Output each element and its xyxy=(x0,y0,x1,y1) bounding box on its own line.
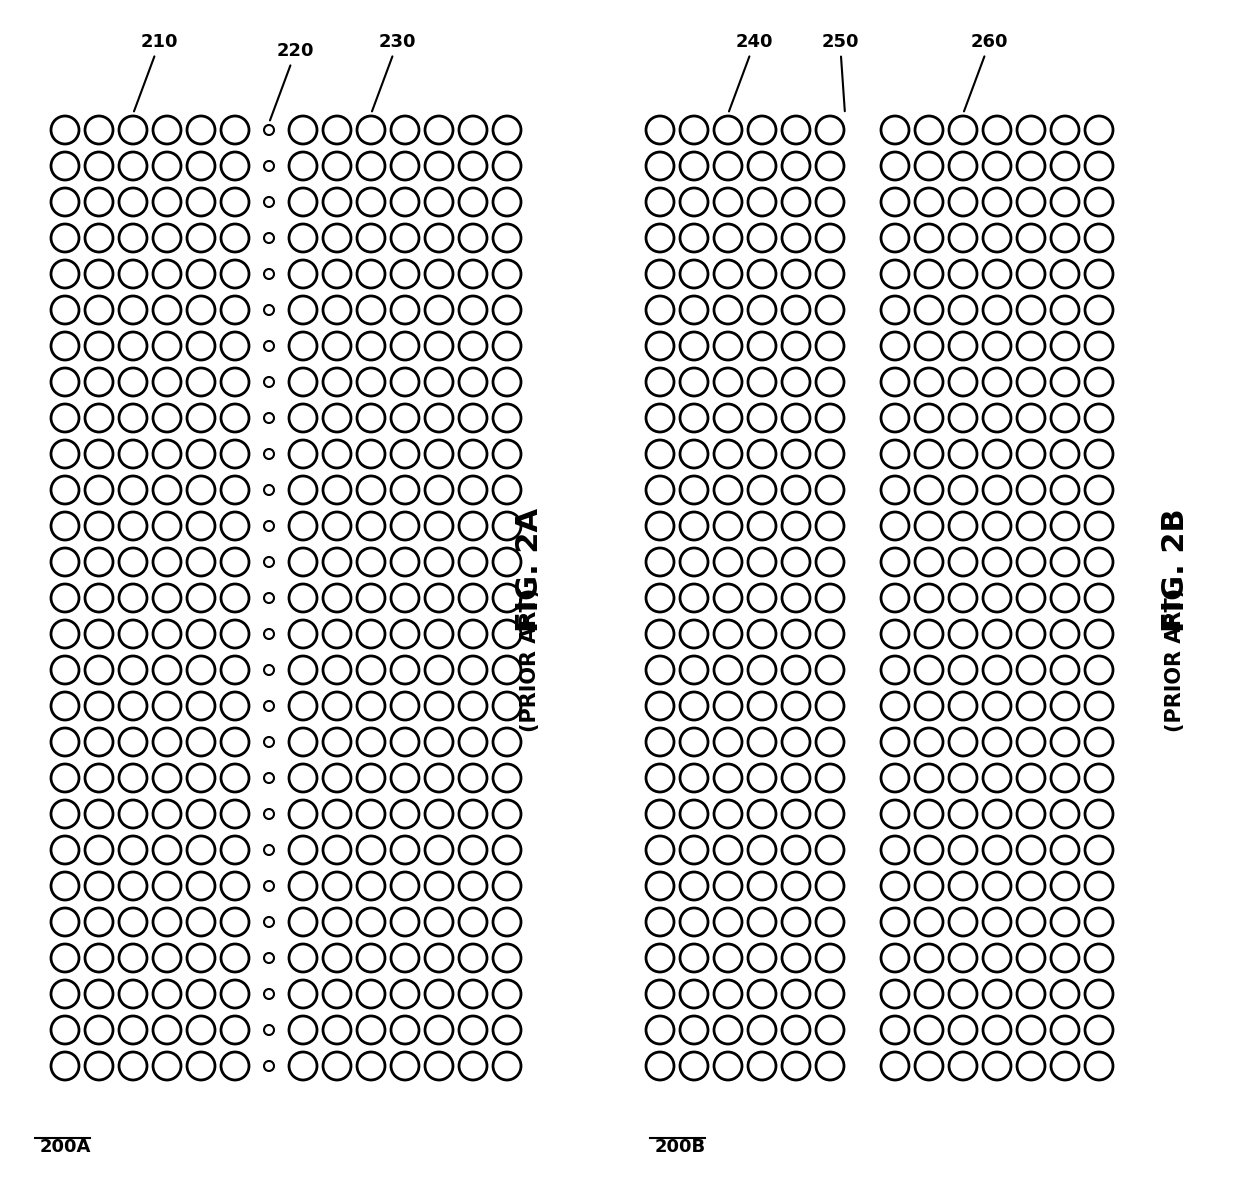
Text: (PRIOR ART): (PRIOR ART) xyxy=(520,588,539,733)
Text: 250: 250 xyxy=(821,33,859,111)
Text: 220: 220 xyxy=(270,42,315,120)
Text: FIG. 2A: FIG. 2A xyxy=(516,508,544,632)
Text: 260: 260 xyxy=(963,33,1008,111)
Text: 240: 240 xyxy=(729,33,774,111)
Text: 200A: 200A xyxy=(40,1138,92,1156)
Text: 200B: 200B xyxy=(655,1138,706,1156)
Text: (PRIOR ART): (PRIOR ART) xyxy=(1166,588,1185,733)
Text: 210: 210 xyxy=(134,33,179,111)
Text: FIG. 2B: FIG. 2B xyxy=(1161,508,1189,632)
Text: 230: 230 xyxy=(372,33,417,111)
